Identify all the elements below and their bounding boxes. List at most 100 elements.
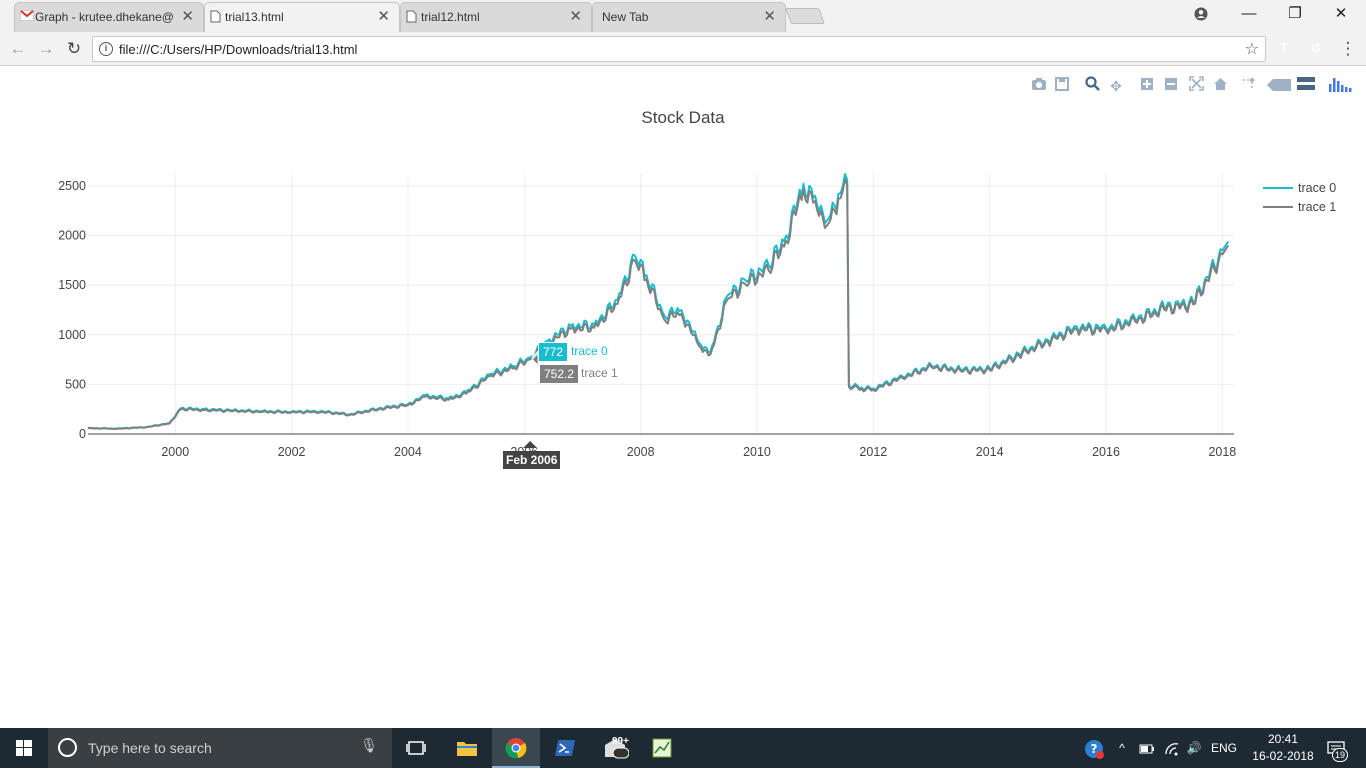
svg-text:?: ?	[1091, 742, 1098, 756]
hover-value-trace-1: 752.2	[539, 364, 580, 384]
y-tick-label: 2500	[58, 179, 86, 193]
close-window-button[interactable]: ✕	[1334, 5, 1348, 22]
plotly-logo-icon[interactable]	[1328, 76, 1354, 96]
volume-icon[interactable]: 🔊	[1186, 741, 1202, 755]
hover-name-trace-0: trace 0	[571, 344, 608, 358]
back-arrow-icon[interactable]: ←	[9, 39, 27, 58]
hover-name-trace-1: trace 1	[581, 366, 618, 380]
x-tick-label: 2014	[976, 445, 1004, 459]
tab-title: New Tab	[602, 10, 649, 24]
profile-icon[interactable]	[1178, 0, 1224, 30]
autoscale-icon[interactable]	[1186, 76, 1206, 96]
chart-title: Stock Data	[641, 108, 725, 127]
reset-axes-icon[interactable]	[1210, 76, 1230, 96]
address-bar[interactable]: i file:///C:/Users/HP/Downloads/trial13.…	[92, 36, 1266, 62]
hover-x-label: Feb 2006	[503, 451, 561, 469]
x-tick-label: 2008	[627, 445, 655, 459]
cortana-icon[interactable]	[58, 738, 77, 757]
clock-date: 16-02-2018	[1252, 749, 1314, 763]
save-icon[interactable]	[1052, 76, 1072, 96]
x-tick-label: 2010	[743, 445, 771, 459]
bookmark-star-icon[interactable]: ☆	[1244, 41, 1259, 58]
battery-icon[interactable]	[1136, 728, 1158, 768]
tab-gmail[interactable]: Graph - krutee.dhekane@ ✕	[14, 2, 204, 32]
minimize-button[interactable]: —	[1241, 5, 1257, 22]
close-tab-icon[interactable]: ✕	[569, 8, 582, 25]
forward-arrow-icon[interactable]: →	[37, 39, 55, 58]
hover-compare-icon[interactable]	[1296, 76, 1316, 96]
hover-x-pointer	[523, 441, 538, 448]
x-tick-label: 2002	[278, 445, 306, 459]
legend-item-trace-0[interactable]: trace 0	[1262, 180, 1336, 199]
series-line-trace-1	[87, 178, 1230, 430]
legend-swatch	[1263, 187, 1293, 189]
browser-toolbar: ← → ↻ i file:///C:/Users/HP/Downloads/tr…	[0, 32, 1366, 66]
close-tab-icon[interactable]: ✕	[377, 8, 390, 25]
y-tick-label: 500	[65, 377, 86, 391]
chrome-icon[interactable]	[492, 728, 540, 768]
tab-title: trial12.html	[421, 10, 480, 24]
tab-trial12[interactable]: trial12.html ✕	[400, 2, 592, 32]
language-indicator[interactable]: ENG	[1210, 741, 1237, 755]
mail-badge: 99+	[612, 736, 629, 747]
windows-taskbar: Type here to search 🎙 99+ ? ^ 🔊 ENG 20:4…	[0, 728, 1366, 768]
stock-chart[interactable]: 0500100015002000250020002002200420062008…	[0, 66, 1366, 486]
chart-legend: trace 0 trace 1	[1262, 180, 1336, 218]
t-extension-icon[interactable]: T	[1280, 41, 1288, 55]
x-tick-label: 2018	[1208, 445, 1236, 459]
search-placeholder: Type here to search	[88, 740, 212, 756]
tab-title: Graph - krutee.dhekane@	[35, 10, 174, 24]
tab-strip: Graph - krutee.dhekane@ ✕ trial13.html ✕…	[0, 0, 1366, 33]
file-explorer-icon[interactable]	[443, 728, 491, 768]
legend-item-trace-1[interactable]: trace 1	[1262, 199, 1336, 218]
y-tick-label: 1500	[58, 278, 86, 292]
document-icon	[406, 10, 417, 26]
close-tab-icon[interactable]: ✕	[181, 8, 194, 25]
microphone-icon[interactable]: 🎙	[360, 737, 378, 753]
y-tick-label: 0	[79, 427, 86, 441]
powershell-icon[interactable]	[541, 728, 589, 768]
grammarly-icon[interactable]: G	[1311, 41, 1321, 55]
notification-count: 19	[1332, 748, 1348, 762]
close-tab-icon[interactable]: ✕	[763, 8, 776, 25]
hover-value-trace-0: 772	[538, 342, 569, 362]
zoom-out-icon[interactable]	[1161, 76, 1181, 96]
y-tick-label: 2000	[58, 229, 86, 243]
windows-start-icon[interactable]	[0, 728, 48, 768]
legend-label: trace 1	[1298, 200, 1337, 214]
chevron-up-icon[interactable]: ^	[1119, 741, 1125, 755]
wifi-icon[interactable]	[1161, 728, 1183, 768]
spreadsheet-app-icon[interactable]	[638, 728, 686, 768]
info-icon[interactable]: i	[99, 42, 113, 56]
new-tab-button[interactable]	[785, 8, 825, 24]
clock-time: 20:41	[1267, 732, 1299, 746]
hover-closest-icon[interactable]	[1266, 76, 1292, 96]
taskbar-search-box[interactable]: Type here to search 🎙	[48, 728, 392, 768]
spike-lines-icon[interactable]	[1239, 76, 1259, 96]
task-view-icon[interactable]	[392, 728, 440, 768]
y-tick-label: 1000	[58, 328, 86, 342]
url-text: file:///C:/Users/HP/Downloads/trial13.ht…	[119, 42, 358, 57]
tab-trial13[interactable]: trial13.html ✕	[204, 2, 400, 33]
pan-icon[interactable]: ✥	[1110, 78, 1122, 94]
document-icon	[210, 10, 221, 26]
gmail-icon	[20, 10, 34, 24]
x-tick-label: 2004	[394, 445, 422, 459]
series-line-trace-0	[87, 173, 1230, 430]
taskbar-clock[interactable]: 20:41 16-02-2018	[1246, 731, 1320, 765]
x-tick-label: 2012	[859, 445, 887, 459]
x-tick-label: 2016	[1092, 445, 1120, 459]
reload-icon[interactable]: ↻	[66, 39, 82, 58]
tab-title: trial13.html	[225, 10, 284, 24]
tab-new-tab[interactable]: New Tab ✕	[592, 2, 786, 32]
menu-dots-icon[interactable]: ⋮	[1339, 39, 1357, 58]
x-tick-label: 2000	[161, 445, 189, 459]
zoom-icon[interactable]	[1082, 76, 1102, 96]
legend-label: trace 0	[1298, 181, 1337, 195]
restore-button[interactable]: ❐	[1288, 5, 1302, 22]
mail-app-icon[interactable]: 99+	[592, 728, 640, 768]
camera-icon[interactable]	[1029, 76, 1049, 96]
help-icon[interactable]: ?	[1080, 728, 1108, 768]
legend-swatch	[1263, 206, 1293, 208]
zoom-in-icon[interactable]	[1137, 76, 1157, 96]
